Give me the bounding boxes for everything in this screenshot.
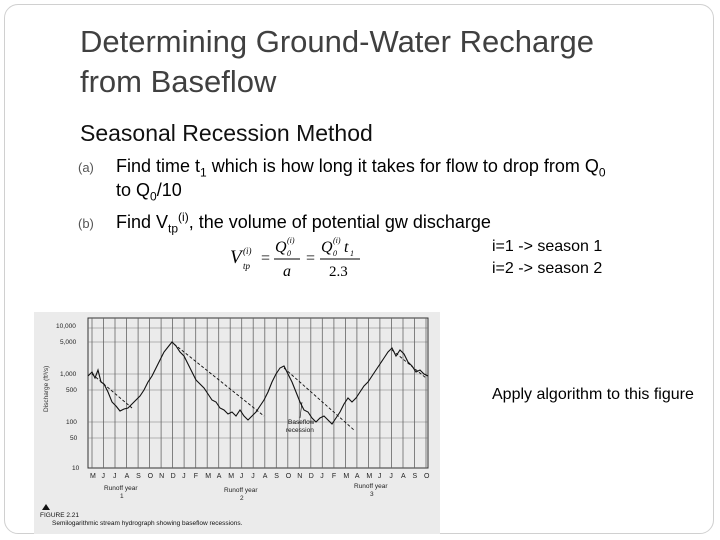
formula-num1-sub: 0: [287, 249, 291, 258]
slide-title: Determining Ground-Water Recharge from B…: [80, 22, 700, 102]
figure-caption-label: FIGURE 2.21: [40, 512, 79, 519]
hydrograph-figure: 10,000 5,000 1,000 500 100 50 10 Dischar…: [34, 312, 440, 534]
formula-den1: a: [283, 263, 291, 280]
season-1-label: i=1 -> season 1: [492, 238, 603, 255]
formula-eq1: =: [261, 250, 270, 267]
list-item-a: (a) Find time t1 which is how long it tak…: [78, 156, 606, 180]
y-tick-labels: 10,000 5,000 1,000 500 100 50 10: [56, 323, 80, 472]
baseflow-recession-lines: [91, 343, 427, 431]
baseflow-annotation-line2: recession: [286, 427, 314, 434]
formula-v: V: [230, 247, 244, 268]
month-label: A: [217, 473, 222, 480]
formula-den2: 2.3: [329, 264, 348, 280]
month-label: M: [205, 473, 211, 480]
month-label: O: [148, 473, 154, 480]
month-label: J: [378, 473, 382, 480]
horizontal-gridlines: [88, 327, 428, 439]
month-label: M: [228, 473, 234, 480]
runoff-year-2-number: 2: [240, 495, 244, 502]
month-label: F: [194, 473, 198, 480]
formula-num1: Q: [275, 239, 287, 256]
y-tick-100: 100: [66, 419, 77, 426]
formula-num2-sub: 0: [333, 249, 337, 258]
list-marker-a: (a): [78, 160, 94, 175]
apply-instruction: Apply algorithm to this figure: [492, 386, 694, 403]
month-label: J: [389, 473, 393, 480]
item-a-text: Find time t1 which is how long it takes …: [116, 156, 606, 180]
formula-num2-t: t: [344, 239, 349, 256]
caption-triangle-icon: [42, 504, 50, 510]
hydrograph-image: 10,000 5,000 1,000 500 100 50 10 Dischar…: [34, 312, 440, 534]
month-label: J: [113, 473, 117, 480]
y-tick-10: 10: [72, 465, 80, 472]
y-tick-1000: 1,000: [60, 371, 77, 378]
month-label: O: [286, 473, 292, 480]
title-line-1: Determining Ground-Water Recharge: [80, 24, 595, 59]
formula-v-sub: tp: [243, 261, 251, 271]
formula-eq2: =: [306, 250, 315, 267]
runoff-year-3-label: Runoff year: [354, 483, 388, 490]
annotation-pointer: [299, 401, 303, 419]
baseflow-annotation-line1: Baseflow: [288, 419, 315, 426]
formula-num1-sup: (i): [287, 236, 295, 245]
month-label: N: [159, 473, 164, 480]
plot-frame: [87, 317, 429, 469]
item-b-text: Find Vtp(i), the volume of potential gw …: [116, 210, 491, 236]
month-label: M: [343, 473, 349, 480]
month-label: D: [171, 473, 176, 480]
month-label: J: [182, 473, 186, 480]
month-label: S: [274, 473, 279, 480]
y-axis-label: Discharge (ft³/s): [43, 366, 50, 412]
month-label: S: [413, 473, 418, 480]
runoff-year-2-label: Runoff year: [224, 487, 258, 494]
runoff-year-1-label: Runoff year: [104, 485, 138, 492]
y-tick-500: 500: [66, 387, 77, 394]
month-label: O: [424, 473, 430, 480]
month-label: M: [366, 473, 372, 480]
slide-subtitle: Seasonal Recession Method: [80, 120, 373, 146]
month-label: M: [90, 473, 96, 480]
figure-caption-text: Semilogarithmic stream hydrograph showin…: [52, 520, 243, 527]
formula-num2-sup: (i): [333, 236, 341, 245]
month-label: J: [102, 473, 106, 480]
y-tick-50: 50: [70, 435, 78, 442]
y-tick-5000: 5,000: [60, 339, 77, 346]
streamflow-hydrograph: [87, 341, 429, 425]
recharge-formula: V (i) tp = Q (i) 0 a = Q (i) 0 t 1 2.3: [230, 236, 360, 280]
month-label: S: [136, 473, 141, 480]
month-label: N: [297, 473, 302, 480]
formula-num2: Q: [321, 239, 333, 256]
month-label: F: [332, 473, 336, 480]
month-label: A: [263, 473, 268, 480]
month-label: D: [309, 473, 314, 480]
formula-num2-tsub: 1: [350, 249, 354, 258]
runoff-year-labels: Runoff year 1 Runoff year 2 Runoff year …: [104, 483, 388, 502]
title-line-2: from Baseflow: [80, 64, 277, 99]
runoff-year-3-number: 3: [370, 491, 374, 498]
season-2-label: i=2 -> season 2: [492, 260, 603, 277]
month-label: J: [251, 473, 255, 480]
list-marker-b: (b): [78, 216, 94, 231]
month-label: A: [401, 473, 406, 480]
month-label: J: [320, 473, 324, 480]
formula-v-sup: (i): [243, 246, 252, 256]
figure-paper: [34, 312, 440, 534]
vertical-gridlines: [91, 318, 427, 468]
runoff-year-1-number: 1: [120, 493, 124, 500]
month-label: A: [355, 473, 360, 480]
month-label: A: [125, 473, 130, 480]
list-item-b: (b) Find Vtp(i), the volume of potential …: [78, 210, 491, 236]
y-tick-10000: 10,000: [56, 323, 76, 330]
month-label: J: [240, 473, 244, 480]
item-a-continuation: to Q0/10: [116, 180, 182, 204]
